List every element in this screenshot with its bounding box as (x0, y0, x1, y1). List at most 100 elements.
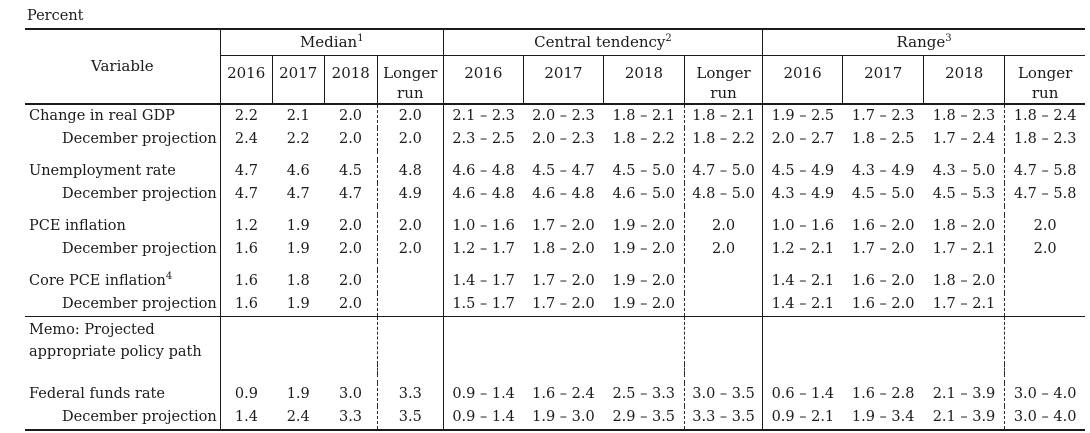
central-2018-value: 4.6 – 5.0 (612, 185, 676, 202)
spacer-cell (684, 205, 763, 215)
range-2016-value: 1.4 – 2.1 (762, 292, 843, 316)
spacer-cell (442, 374, 524, 383)
spacer-cell (603, 206, 684, 215)
table-row: Unemployment rate 4.7 4.6 4.5 4.8 4.6 – 4.8 4.… (25, 159, 1085, 183)
row-label: Federal funds rate (29, 386, 165, 402)
table-row: December projection 1.6 1.9 2.0 1.5 – 1.7 1.7… (25, 292, 1085, 316)
median-2018-value: 2.0 (338, 295, 363, 312)
spacer-cell (843, 364, 924, 374)
row-spacer (25, 374, 1085, 383)
spacer-cell (762, 364, 843, 374)
central-2018-value (603, 315, 685, 364)
spacer-cell (376, 205, 444, 215)
spacer-cell (603, 364, 684, 374)
central-2016-value (442, 315, 524, 364)
median-2017-value: 1.9 (286, 386, 310, 402)
range-2017-value: 1.6 – 2.0 (851, 272, 915, 289)
central-longer-run-value (684, 269, 763, 293)
row-label: Core PCE inflation4 (29, 270, 173, 289)
central-longer-run-value: 1.8 – 2.1 (684, 103, 763, 128)
central-2017-value: 1.7 – 2.0 (532, 272, 595, 289)
spacer-cell (25, 374, 220, 383)
memo-row: Memo: Projected appropriate policy path (25, 315, 1085, 364)
spacer-cell (523, 206, 603, 215)
table-row: Federal funds rate 0.9 1.9 3.0 3.3 0.9 – 1.4 1… (25, 383, 1085, 406)
spacer-cell (376, 364, 444, 374)
central-2017-value: 1.6 – 2.4 (532, 386, 595, 402)
spacer-cell (603, 374, 684, 383)
range-longer-run-value: 1.8 – 2.4 (1004, 103, 1085, 128)
range-2018-header: 2018 (923, 55, 1005, 105)
range-2016-value: 1.0 – 1.6 (762, 214, 843, 238)
central-longer-run-value: 1.8 – 2.2 (684, 127, 763, 151)
range-2018-value: 1.7 – 2.4 (932, 130, 996, 147)
central-2018-value: 1.9 – 2.0 (612, 240, 676, 257)
spacer-cell (523, 364, 603, 374)
range-2017-value (842, 315, 924, 364)
range-2016-value (762, 315, 843, 364)
median-2018-value: 3.0 (338, 386, 363, 402)
spacer-cell (219, 374, 273, 383)
median-longer-run-header: Longer run (376, 55, 444, 105)
spacer-cell (1004, 260, 1085, 270)
spacer-cell (272, 151, 324, 160)
central-longer-run-value: 2.0 (684, 237, 763, 261)
spacer-cell (324, 206, 377, 215)
central-2016-value: 4.6 – 4.8 (442, 182, 524, 206)
row-label: December projection (62, 240, 217, 257)
median-longer-run-value: 3.5 (376, 406, 444, 430)
range-longer-run-header: Longer run (1004, 55, 1085, 105)
range-2016-value: 1.4 – 2.1 (762, 269, 843, 293)
central-2016-value: 1.2 – 1.7 (442, 237, 524, 261)
median-2018-value: 2.0 (338, 107, 363, 124)
range-longer-run-value: 4.7 – 5.8 (1004, 159, 1085, 183)
range-2017-value: 1.8 – 2.5 (851, 130, 915, 147)
row-label: Change in real GDP (29, 107, 175, 124)
central-2016-value: 4.6 – 4.8 (442, 159, 524, 183)
median-2016-header: 2016 (219, 55, 273, 105)
central-tendency-label: Central tendency (534, 33, 666, 52)
range-2017-value: 1.6 – 2.8 (851, 386, 915, 402)
central-tendency-group-header: Central tendency2 (442, 29, 763, 56)
central-2017-header: 2017 (522, 55, 604, 105)
central-2016-value: 0.9 – 1.4 (442, 383, 524, 406)
central-longer-run-value: 4.7 – 5.0 (684, 159, 763, 183)
range-label: Range (896, 33, 946, 52)
group-header-row: Variable Median1 Central tendency2 Range… (25, 29, 1085, 105)
central-2016-value: 2.3 – 2.5 (442, 127, 524, 151)
range-2017-value: 1.6 – 2.0 (851, 295, 915, 312)
spacer-cell (376, 150, 444, 160)
median-2016-value: 4.7 (219, 182, 273, 206)
central-2016-header: 2016 (442, 55, 524, 105)
table-row: Core PCE inflation4 1.6 1.8 2.0 1.4 – 1.7 1.7… (25, 269, 1085, 293)
table-row: Change in real GDP 2.2 2.1 2.0 2.0 2.1 – 2.3 2… (25, 103, 1085, 128)
central-2018-value: 1.9 – 2.0 (612, 217, 676, 234)
median-2018-header: 2018 (323, 55, 378, 105)
range-footnote-marker: 3 (945, 33, 952, 45)
median-2018-value: 3.3 (338, 409, 363, 425)
central-2017-value: 4.5 – 4.7 (532, 162, 595, 179)
spacer-cell (684, 260, 763, 270)
median-longer-run-value: 4.9 (376, 182, 444, 206)
central-2016-value: 1.0 – 1.6 (442, 214, 524, 238)
median-longer-run-value: 2.0 (376, 237, 444, 261)
median-2016-value: 1.2 (219, 214, 273, 238)
spacer-cell (1004, 374, 1085, 383)
range-2017-value: 1.7 – 2.3 (851, 107, 915, 124)
range-2016-value: 1.9 – 2.5 (762, 103, 843, 128)
spacer-cell (523, 261, 603, 270)
median-2016-value: 1.6 (219, 292, 273, 316)
spacer-cell (219, 150, 273, 160)
year-header-row: 2016 2017 2018 Longer run 2016 2017 2018… (25, 55, 1085, 105)
median-longer-run-value: 4.8 (376, 159, 444, 183)
row-label: December projection (62, 185, 217, 202)
projections-table: Variable Median1 Central tendency2 Range… (25, 28, 1085, 431)
median-longer-run-value: 2.0 (376, 127, 444, 151)
row-label: PCE inflation (29, 217, 126, 234)
spacer-cell (25, 364, 220, 374)
range-2016-value: 4.3 – 4.9 (762, 182, 843, 206)
spacer-cell (523, 374, 603, 383)
spacer-cell (843, 374, 924, 383)
range-2018-value: 2.1 – 3.9 (932, 386, 996, 402)
spacer-cell (843, 151, 924, 160)
